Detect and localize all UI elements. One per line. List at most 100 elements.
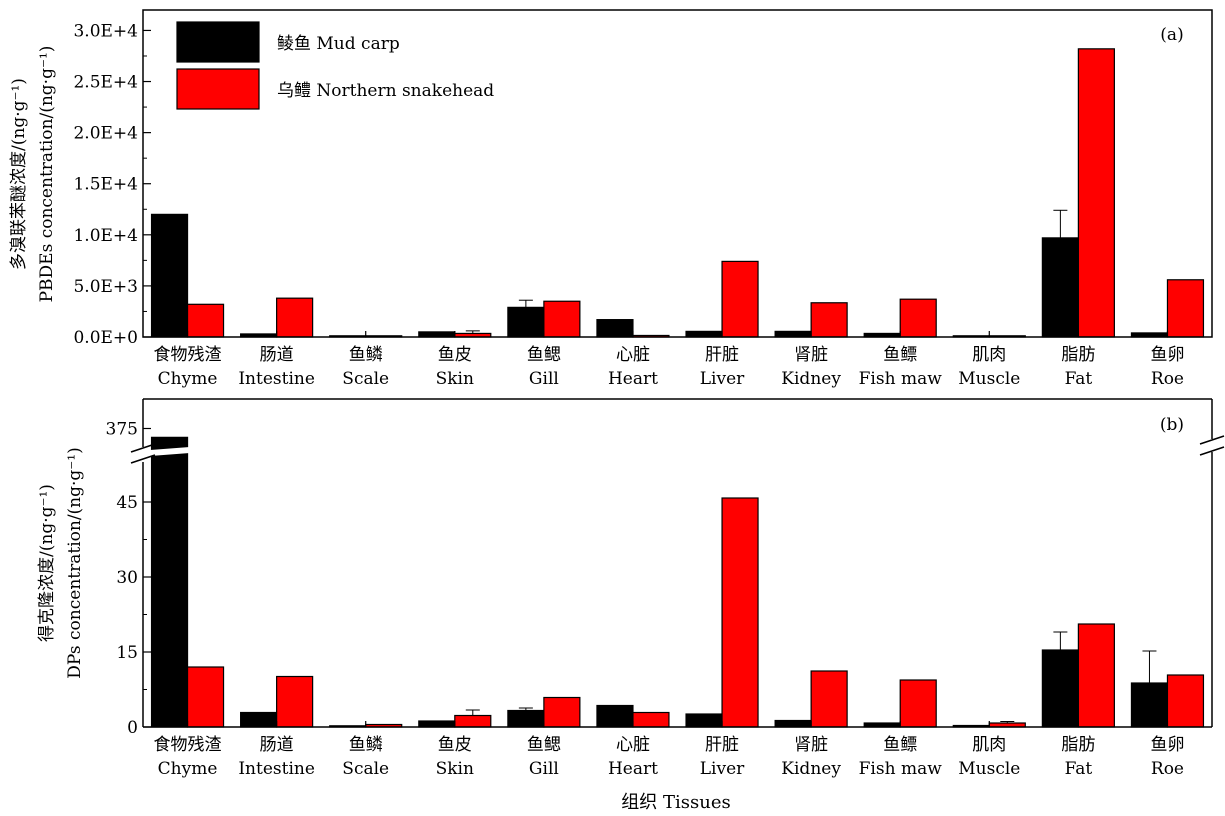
category-label-en: Chyme	[158, 369, 218, 389]
category-label-en: Roe	[1151, 369, 1184, 389]
bar-000000-gill	[507, 709, 545, 728]
category-label-zh: 肌肉	[972, 735, 1006, 755]
bar-000000-skin	[418, 331, 456, 338]
category-label-zh: 鱼皮	[438, 345, 472, 365]
category-label-en: Muscle	[958, 759, 1020, 779]
bar-000000-liver	[685, 330, 723, 338]
category-label-zh: 鱼鳃	[527, 735, 561, 755]
y-tick-label: 375	[106, 420, 138, 440]
bar-000000-liver	[685, 713, 723, 728]
category-label-zh: 鱼鳔	[883, 345, 917, 365]
bar-ff0000-fat	[1077, 623, 1115, 728]
x-axis-title: 组织 Tissues	[621, 792, 730, 813]
axis-break-mark	[1199, 446, 1225, 456]
y-axis-label-zh-b: 得克隆浓度/(ng·g⁻¹)	[37, 484, 57, 642]
bar-ff0000-kidney	[810, 670, 848, 728]
y-axis-label-en-b: DPs concentration/(ng·g⁻¹)	[65, 447, 85, 678]
bar-ff0000-roe	[1166, 279, 1205, 338]
bar-ff0000-liver	[721, 497, 759, 728]
bar-000000-roe	[1130, 682, 1169, 728]
y-axis-label-en-a: PBDEs concentration/(ng·g⁻¹)	[37, 46, 57, 303]
category-label-en: Kidney	[781, 759, 841, 779]
category-label-en: Roe	[1151, 759, 1184, 779]
bar-000000-chyme	[150, 213, 189, 338]
category-label-en: Skin	[436, 759, 474, 779]
bar-ff0000-chyme	[186, 303, 225, 338]
category-label-en: Heart	[608, 369, 658, 389]
y-tick-label: 0.0E+0	[73, 328, 138, 348]
legend-label: 乌鳢 Northern snakehead	[277, 81, 494, 101]
panel-a-chart: 0.0E+0 5.0E+3 1.0E+4 1.5E+4 2.0E+4 2.5E+4 3.0E…	[9, 9, 1213, 389]
bar-ff0000-skin	[454, 714, 492, 728]
category-label-en: Muscle	[958, 369, 1020, 389]
axis-break-mark	[1199, 435, 1225, 445]
category-label-en: Gill	[529, 759, 559, 779]
plot-frame-a	[142, 9, 1213, 338]
category-label-en: Kidney	[781, 369, 841, 389]
category-label-zh: 食物残渣	[154, 345, 222, 365]
category-label-en: Fish maw	[859, 759, 943, 779]
panel-label-a: (a)	[1160, 25, 1183, 45]
category-label-en: Fat	[1065, 759, 1093, 779]
bar-000000-fat	[1041, 649, 1079, 728]
category-label-zh: 脂肪	[1061, 345, 1095, 365]
category-label-zh: 肾脏	[794, 345, 828, 365]
category-label-en: Liver	[700, 759, 745, 779]
category-label-zh: 肝脏	[705, 735, 739, 755]
category-label-zh: 肌肉	[972, 345, 1006, 365]
category-label-zh: 鱼鳔	[883, 735, 917, 755]
bar-ff0000-kidney	[810, 302, 848, 338]
category-label-en: Heart	[608, 759, 658, 779]
bar-ff0000-gill	[543, 696, 581, 728]
bar-ff0000-fish-maw	[899, 679, 937, 728]
bar-000000-intestine	[240, 711, 278, 728]
bar-000000-fat	[1041, 237, 1079, 338]
legend-swatch	[176, 21, 260, 63]
category-label-zh: 肠道	[260, 735, 294, 755]
bar-ff0000-intestine	[276, 675, 314, 728]
y-tick-label: 45	[116, 493, 138, 513]
category-label-zh: 鱼鳃	[527, 345, 561, 365]
axis-break-mark	[130, 443, 156, 453]
y-tick-label: 3.0E+4	[73, 21, 138, 41]
category-label-en: Intestine	[238, 369, 315, 389]
bar-000000-heart	[596, 319, 634, 338]
category-label-en: Liver	[700, 369, 745, 389]
y-tick-label: 30	[116, 568, 138, 588]
category-label-zh: 心脏	[616, 345, 650, 365]
bar-ff0000-gill	[543, 300, 581, 338]
category-label-zh: 鱼皮	[438, 735, 472, 755]
category-label-en: Fat	[1065, 369, 1093, 389]
category-label-en: Intestine	[238, 759, 315, 779]
category-label-en: Scale	[342, 369, 389, 389]
bar-ff0000-fat	[1077, 48, 1115, 338]
bar-ff0000-fish-maw	[899, 298, 937, 338]
category-label-zh: 肝脏	[705, 345, 739, 365]
y-tick-label: 2.0E+4	[73, 124, 138, 144]
bar-000000-heart	[596, 704, 634, 728]
panel-b-chart: 0 15 30 45 375 食物残渣 Chyme 肠道 Intestine 鱼鳞 Scale 鱼皮 S…	[37, 398, 1225, 779]
category-label-zh: 鱼卵	[1150, 735, 1184, 755]
y-axis-label-zh-a: 多溴联苯醚浓度/(ng·g⁻¹)	[9, 78, 29, 270]
category-label-zh: 脂肪	[1061, 735, 1095, 755]
category-label-zh: 食物残渣	[154, 735, 222, 755]
bar-ff0000-liver	[721, 260, 759, 338]
bar-000000-gill	[507, 306, 545, 338]
bar-ff0000-heart	[632, 711, 670, 728]
category-label-zh: 鱼卵	[1150, 345, 1184, 365]
category-label-en: Fish maw	[859, 369, 943, 389]
category-label-en: Gill	[529, 369, 559, 389]
category-label-zh: 肠道	[260, 345, 294, 365]
bar-ff0000-chyme	[186, 666, 225, 728]
axis-break-mark	[130, 454, 156, 464]
axis-break-gap	[137, 446, 203, 457]
bar-000000-chyme	[150, 436, 189, 728]
bar-000000-kidney	[774, 719, 812, 728]
y-tick-label: 5.0E+3	[73, 277, 138, 297]
y-tick-label: 1.0E+4	[73, 226, 138, 246]
bar-ff0000-intestine	[276, 297, 314, 338]
bar-000000-kidney	[774, 330, 812, 338]
y-tick-label: 15	[116, 643, 138, 663]
y-tick-label: 2.5E+4	[73, 73, 138, 93]
